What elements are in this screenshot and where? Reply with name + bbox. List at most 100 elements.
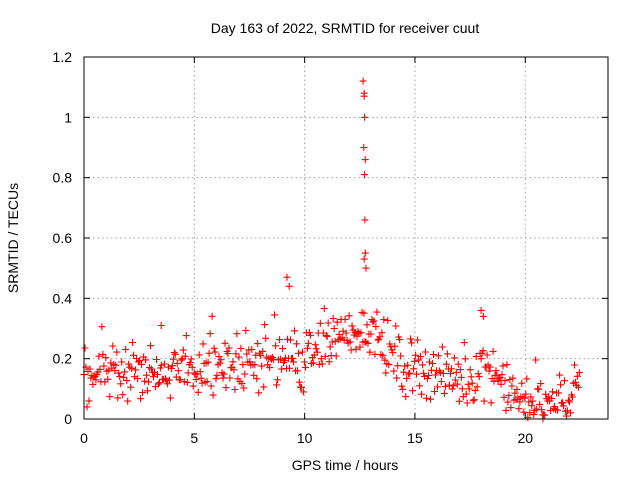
- data-point: [441, 382, 449, 390]
- data-point: [360, 144, 368, 151]
- data-point: [424, 375, 431, 382]
- data-point: [453, 380, 461, 388]
- data-point: [285, 282, 293, 290]
- data-point: [147, 342, 154, 350]
- data-point: [205, 349, 213, 357]
- data-point: [219, 374, 227, 382]
- data-point: [138, 360, 146, 368]
- data-point: [471, 387, 479, 395]
- data-point: [173, 359, 181, 367]
- data-point: [492, 367, 500, 375]
- data-point: [409, 387, 417, 395]
- data-point: [341, 315, 349, 323]
- data-point: [426, 358, 433, 366]
- data-point: [359, 77, 367, 85]
- data-point: [122, 345, 130, 353]
- data-point: [145, 378, 152, 386]
- data-point: [184, 369, 192, 377]
- data-point: [445, 381, 453, 389]
- data-point: [501, 377, 509, 385]
- data-point: [479, 312, 487, 320]
- data-point: [216, 359, 224, 367]
- data-point: [303, 344, 311, 352]
- data-point: [182, 332, 190, 340]
- data-point: [224, 350, 232, 357]
- data-point: [461, 355, 469, 363]
- data-point: [536, 400, 544, 408]
- data-point: [199, 340, 207, 348]
- data-point: [209, 391, 217, 399]
- data-point: [529, 397, 537, 405]
- data-point: [447, 365, 455, 373]
- data-point: [474, 370, 482, 378]
- data-point: [361, 113, 369, 121]
- data-point: [204, 358, 212, 366]
- data-point: [516, 398, 524, 406]
- data-point: [522, 390, 530, 398]
- x-tick-label: 15: [407, 430, 423, 446]
- data-point: [331, 337, 339, 345]
- data-point: [274, 376, 282, 384]
- data-point: [526, 409, 534, 417]
- data-point: [413, 370, 421, 378]
- data-point: [160, 360, 168, 368]
- data-point: [307, 360, 315, 368]
- data-point: [130, 351, 138, 359]
- data-point: [258, 362, 266, 370]
- data-point: [345, 312, 353, 320]
- data-point: [390, 367, 398, 375]
- y-tick-label: 0: [64, 411, 72, 427]
- data-point: [477, 355, 485, 363]
- data-point: [297, 384, 305, 392]
- data-point: [366, 348, 374, 356]
- data-point: [449, 382, 457, 390]
- data-point: [104, 375, 112, 383]
- data-point: [330, 325, 338, 332]
- data-point: [240, 384, 248, 392]
- data-point: [551, 403, 559, 410]
- data-point: [157, 361, 165, 369]
- data-point: [470, 396, 478, 404]
- data-point: [393, 374, 401, 382]
- data-point: [377, 351, 385, 358]
- points-layer: [80, 77, 583, 423]
- data-point: [286, 364, 293, 372]
- data-point: [559, 399, 566, 407]
- data-point: [416, 382, 424, 390]
- data-point: [287, 336, 294, 344]
- data-point: [324, 319, 332, 327]
- data-point: [125, 360, 133, 368]
- data-point: [422, 348, 429, 356]
- data-point: [313, 348, 321, 356]
- data-point: [251, 361, 259, 369]
- data-point: [312, 345, 320, 353]
- data-point: [561, 377, 568, 385]
- data-point: [299, 388, 307, 396]
- data-point: [565, 396, 572, 404]
- data-point: [154, 371, 161, 378]
- data-point: [566, 398, 573, 406]
- data-point: [196, 368, 204, 376]
- data-point: [448, 385, 456, 393]
- data-point: [207, 382, 215, 390]
- data-point: [156, 379, 163, 387]
- data-point: [407, 335, 415, 343]
- data-point: [139, 389, 147, 396]
- data-point: [271, 311, 279, 319]
- data-point: [276, 336, 284, 344]
- data-point: [169, 355, 177, 363]
- data-point: [532, 356, 540, 364]
- data-point: [188, 363, 196, 371]
- data-point: [443, 350, 451, 358]
- data-point: [479, 347, 487, 355]
- ticks-layer: 0 5 10 15 20 0 0.2 0.4 0.6 0.8 1 1.2: [53, 49, 608, 446]
- data-point: [198, 379, 206, 387]
- data-point: [226, 374, 234, 382]
- data-point: [213, 371, 221, 379]
- data-point: [504, 398, 512, 406]
- data-point: [238, 379, 246, 387]
- data-point: [486, 363, 494, 371]
- data-point: [541, 411, 549, 419]
- y-tick-label: 1.2: [53, 49, 73, 65]
- data-point: [261, 321, 269, 329]
